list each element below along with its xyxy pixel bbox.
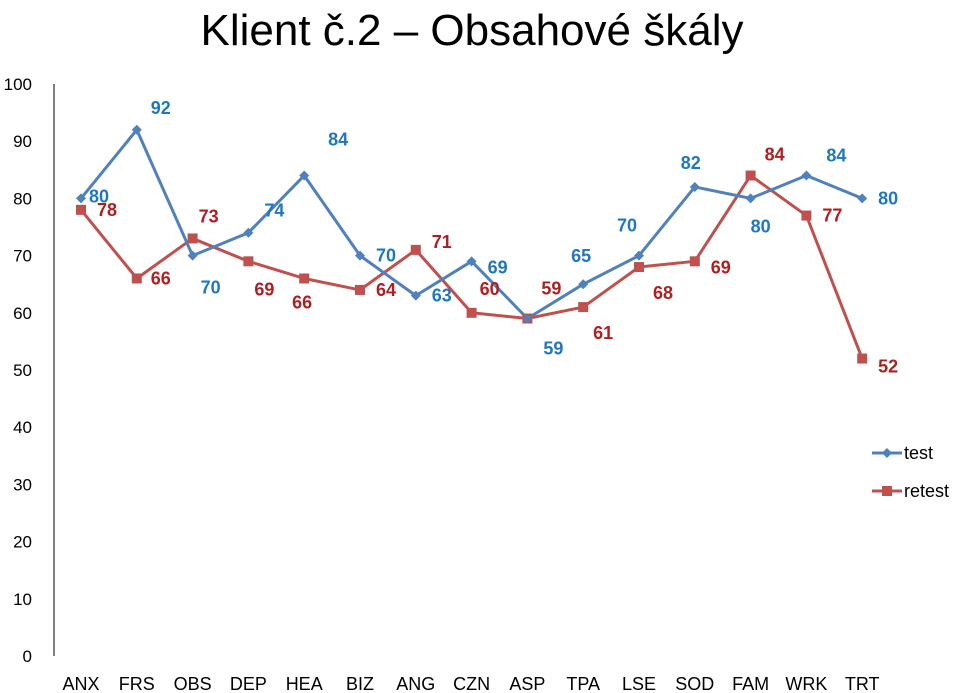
test-data-label: 63: [432, 286, 452, 306]
y-tick-label: 80: [13, 189, 32, 208]
retest-point-marker: [355, 284, 365, 295]
x-category-label: TPA: [566, 674, 600, 693]
test-data-label: 84: [826, 146, 846, 166]
test-point-marker: [857, 193, 868, 204]
retest-point-marker: [801, 210, 812, 221]
retest-data-label: 60: [480, 279, 500, 299]
test-data-label: 84: [328, 130, 348, 150]
y-tick-label: 70: [13, 247, 32, 266]
retest-point-marker: [634, 262, 644, 273]
x-category-label: ANG: [396, 674, 435, 693]
y-tick-label: 40: [13, 418, 32, 437]
test-point-marker: [410, 290, 421, 301]
y-tick-label: 30: [13, 475, 32, 494]
y-tick-label: 50: [13, 361, 32, 380]
retest-data-label: 73: [199, 206, 219, 226]
y-tick-label: 20: [13, 533, 32, 552]
x-axis-categories: ANX FRS OBS DEP HEA BIZ ANG CZN ASP TPA LSE SOD FAM W…: [62, 674, 879, 693]
data-labels: 78 66 73 69 66 64 71 60 59 61 68 69 84 77 52 80 92 70 74 84…: [89, 98, 898, 377]
test-data-label: 70: [376, 246, 396, 266]
test-point-marker: [76, 193, 86, 204]
x-category-label: LSE: [622, 674, 656, 693]
x-category-label: FAM: [732, 674, 769, 693]
test-data-label: 59: [543, 339, 563, 359]
test-point-marker: [299, 170, 310, 181]
x-category-label: OBS: [174, 674, 212, 693]
test-data-label: 82: [681, 153, 701, 173]
retest-point-marker: [299, 273, 310, 284]
retest-point-marker: [76, 204, 86, 215]
test-point-marker: [801, 170, 812, 181]
retest-data-label: 77: [822, 206, 842, 226]
retest-data-label: 78: [97, 200, 117, 220]
test-point-marker: [243, 227, 254, 238]
retest-point-marker: [857, 353, 868, 364]
test-data-label: 92: [151, 98, 171, 118]
retest-data-label: 69: [711, 257, 731, 277]
y-tick-label: 90: [13, 132, 32, 151]
x-category-label: WRK: [785, 674, 827, 693]
x-category-label: DEP: [230, 674, 267, 693]
retest-point-marker: [745, 170, 756, 181]
retest-point-marker: [578, 302, 589, 313]
retest-data-label: 69: [254, 279, 274, 299]
legend: test retest: [872, 443, 949, 501]
test-point-marker: [689, 181, 700, 192]
retest-data-label: 52: [878, 357, 898, 377]
x-category-label: FRS: [119, 674, 155, 693]
retest-point-marker: [243, 256, 254, 267]
test-data-label: 80: [878, 188, 898, 208]
test-data-label: 74: [264, 201, 284, 221]
y-axis-ticks: 0 10 20 30 40 50 60 70 80 90 100: [4, 75, 32, 666]
x-category-label: HEA: [286, 674, 323, 693]
test-point-marker: [355, 250, 365, 261]
test-data-label: 80: [89, 186, 109, 206]
retest-data-label: 61: [593, 323, 613, 343]
y-tick-label: 0: [23, 647, 32, 666]
legend-retest-label: retest: [904, 481, 949, 501]
x-category-label: ANX: [62, 674, 99, 693]
retest-point-marker: [689, 256, 700, 267]
retest-point-marker: [466, 307, 477, 318]
retest-data-label: 84: [765, 145, 785, 165]
legend-retest-marker: [882, 486, 892, 496]
test-point-marker: [187, 250, 198, 261]
retest-data-label: 71: [432, 232, 452, 252]
legend-test-marker: [882, 448, 892, 458]
test-data-label: 70: [617, 216, 637, 236]
x-category-label: CZN: [453, 674, 490, 693]
series-lines: [79, 128, 864, 360]
test-data-label: 80: [751, 216, 771, 236]
y-tick-label: 10: [13, 590, 32, 609]
test-point-marker: [634, 250, 644, 261]
x-category-label: ASP: [509, 674, 545, 693]
retest-point-marker: [410, 244, 421, 255]
retest-data-label: 64: [376, 280, 396, 300]
series-markers: [76, 124, 868, 364]
x-category-label: SOD: [675, 674, 714, 693]
retest-series-line: [79, 174, 864, 360]
test-data-label: 70: [201, 278, 221, 298]
x-category-label: TRT: [845, 674, 880, 693]
test-point-marker: [578, 279, 589, 290]
retest-data-label: 66: [292, 292, 312, 312]
test-point-marker: [745, 193, 756, 204]
y-tick-label: 60: [13, 304, 32, 323]
retest-data-label: 68: [653, 283, 673, 303]
retest-point-marker: [131, 273, 142, 284]
chart-title: Klient č.2 – Obsahové škály: [201, 6, 744, 55]
x-category-label: BIZ: [346, 674, 374, 693]
test-point-marker: [131, 124, 142, 135]
test-data-label: 69: [488, 257, 508, 277]
legend-test-label: test: [904, 443, 933, 463]
retest-data-label: 59: [541, 279, 561, 299]
y-tick-label: 100: [4, 75, 32, 94]
retest-point-marker: [187, 233, 198, 244]
test-point-marker: [522, 313, 533, 324]
retest-data-label: 66: [151, 268, 171, 288]
test-data-label: 65: [571, 246, 591, 266]
test-point-marker: [466, 256, 477, 267]
